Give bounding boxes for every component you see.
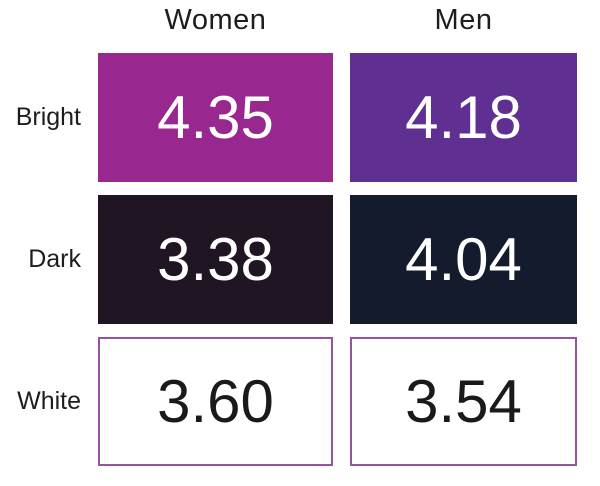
cell-white-women: 3.60: [98, 337, 333, 466]
row-label-bright: Bright: [15, 103, 81, 131]
cell-value: 4.35: [157, 84, 274, 151]
col-header-men: Men: [434, 3, 493, 36]
cell-value: 3.38: [157, 226, 274, 293]
cell-value: 4.04: [405, 226, 522, 293]
row-label-white: White: [17, 387, 81, 415]
cell-value: 4.18: [405, 84, 522, 151]
cell-white-men: 3.54: [350, 337, 577, 466]
col-header-women: Women: [164, 3, 267, 36]
cell-dark-women: 3.38: [98, 195, 333, 324]
cell-bright-women: 4.35: [98, 53, 333, 182]
corner-spacer: [0, 0, 81, 40]
heatmap-grid: Women Men Bright 4.35 4.18 Dark 3.38 4.0…: [0, 0, 577, 466]
row-label-dark: Dark: [28, 245, 81, 273]
cell-bright-men: 4.18: [350, 53, 577, 182]
cell-value: 3.60: [157, 368, 274, 435]
cell-dark-men: 4.04: [350, 195, 577, 324]
cell-value: 3.54: [405, 368, 522, 435]
